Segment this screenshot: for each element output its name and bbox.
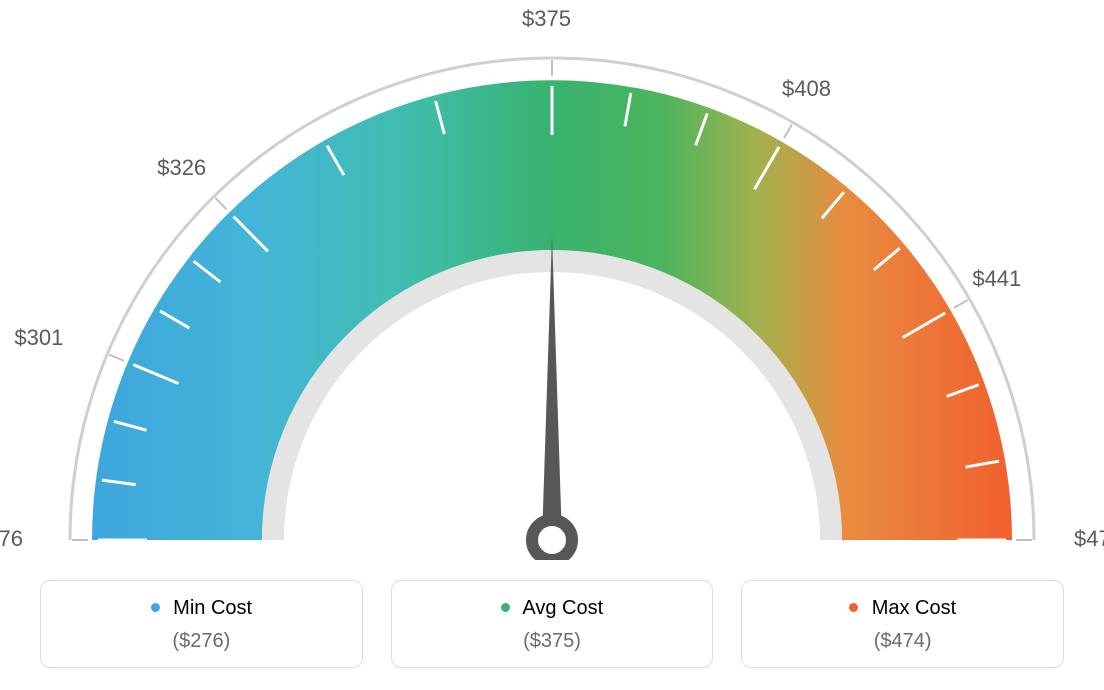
tick-label: $375 bbox=[522, 6, 571, 32]
tick-label: $276 bbox=[0, 526, 23, 552]
legend-value-max: ($474) bbox=[752, 630, 1053, 653]
tick-label: $441 bbox=[972, 266, 1021, 292]
legend-label: Avg Cost bbox=[522, 597, 603, 619]
legend-title-max: Max Cost bbox=[752, 597, 1053, 620]
legend-card-avg: Avg Cost ($375) bbox=[391, 580, 714, 668]
tick-label: $408 bbox=[782, 76, 831, 102]
tick-label: $301 bbox=[14, 325, 63, 351]
dot-icon bbox=[151, 603, 160, 612]
dot-icon bbox=[849, 603, 858, 612]
tick-label: $474 bbox=[1074, 526, 1104, 552]
legend-label: Max Cost bbox=[872, 597, 956, 619]
legend-row: Min Cost ($276) Avg Cost ($375) Max Cost… bbox=[40, 580, 1064, 668]
legend-card-max: Max Cost ($474) bbox=[741, 580, 1064, 668]
legend-value-min: ($276) bbox=[51, 630, 352, 653]
dot-icon bbox=[501, 603, 510, 612]
legend-card-min: Min Cost ($276) bbox=[40, 580, 363, 668]
legend-title-avg: Avg Cost bbox=[402, 597, 703, 620]
gauge-svg bbox=[0, 0, 1104, 560]
legend-value-avg: ($375) bbox=[402, 630, 703, 653]
cost-gauge: $276 $301 $326 $375 $408 $441 $474 bbox=[0, 0, 1104, 560]
legend-label: Min Cost bbox=[173, 597, 252, 619]
tick-label: $326 bbox=[157, 155, 206, 181]
legend-title-min: Min Cost bbox=[51, 597, 352, 620]
